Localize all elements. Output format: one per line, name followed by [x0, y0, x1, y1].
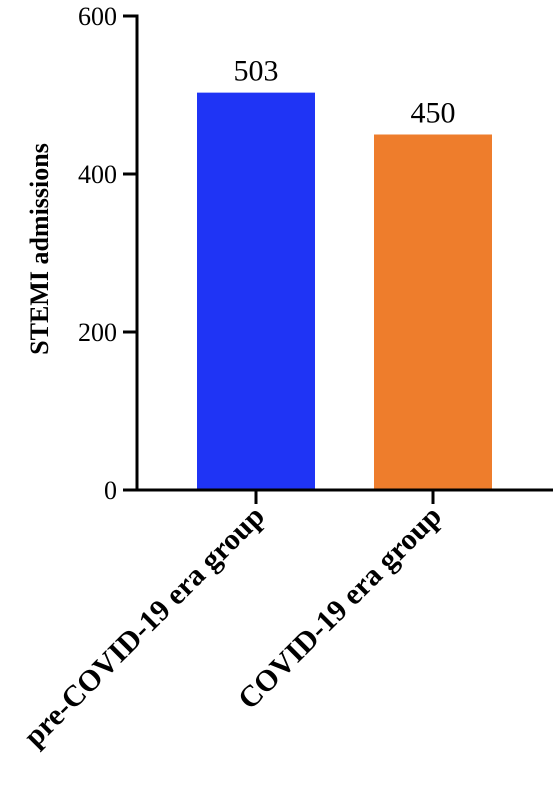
y-tick-label-400: 400	[78, 160, 117, 189]
data-label-2: 450	[411, 97, 456, 130]
data-label-1: 503	[234, 55, 279, 88]
bar-1	[197, 92, 315, 490]
y-tick-label-0: 0	[104, 476, 117, 505]
x-category-label-2: COVID-19 era group	[232, 500, 448, 716]
y-tick-label-200: 200	[78, 318, 117, 347]
axes-layer	[123, 14, 553, 504]
bars-layer	[197, 92, 492, 490]
x-category-label-1: pre-COVID-19 era group	[17, 500, 271, 754]
bar-2	[374, 134, 492, 490]
y-tick-label-600: 600	[78, 2, 117, 31]
y-axis-title: STEMI admissions	[25, 143, 54, 355]
